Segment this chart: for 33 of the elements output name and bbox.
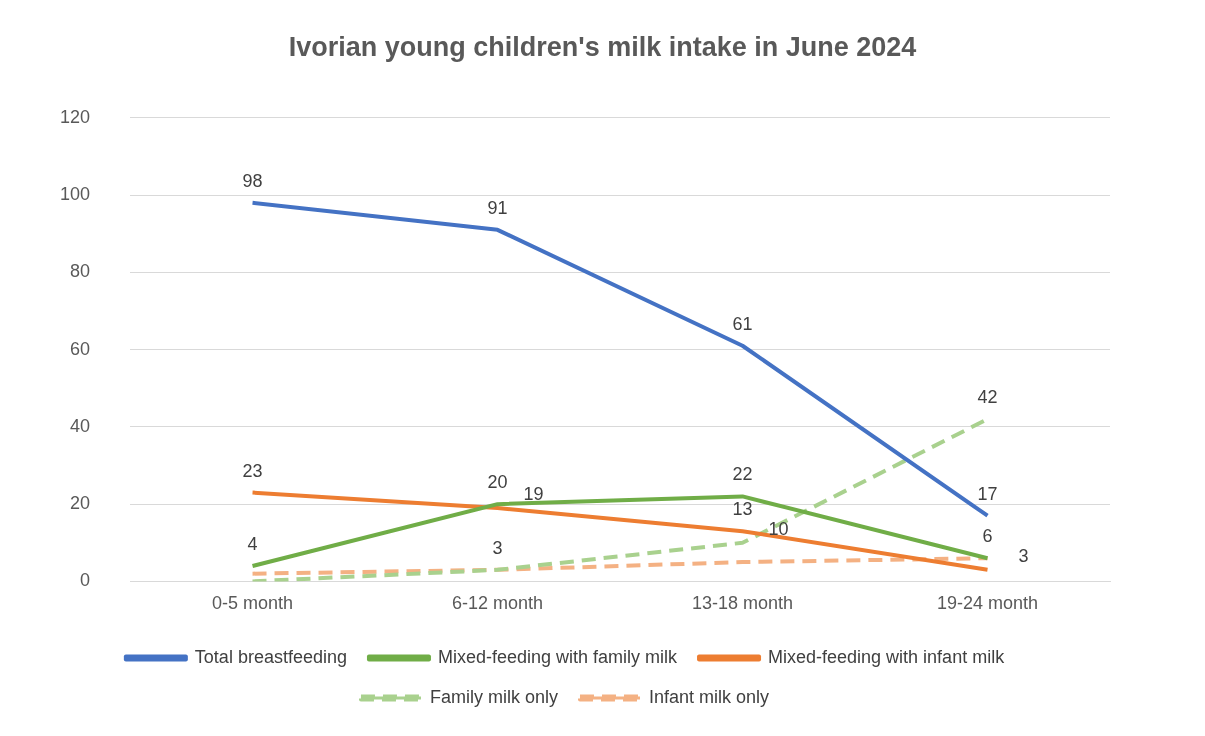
y-tick-label: 100 — [59, 184, 91, 205]
x-tick-label: 19-24 month — [936, 593, 1039, 614]
data-label: 42 — [977, 387, 998, 408]
y-tick-label: 40 — [70, 415, 91, 436]
data-label: 3 — [492, 537, 503, 558]
data-label: 91 — [487, 197, 508, 218]
data-label: 13 — [732, 499, 753, 520]
legend-label: Total breastfeeding — [194, 646, 347, 667]
data-label: 6 — [982, 526, 993, 547]
x-tick-label: 13-18 month — [691, 593, 794, 614]
x-tick-label: 6-12 month — [451, 593, 544, 614]
y-tick-label: 0 — [80, 570, 91, 591]
chart-title: Ivorian young children's milk intake in June 2024 — [287, 32, 918, 63]
data-label: 4 — [247, 533, 258, 554]
data-label: 98 — [242, 170, 263, 191]
legend-label: Family milk only — [429, 686, 558, 707]
y-tick-label: 20 — [70, 493, 91, 514]
line-series — [250, 556, 990, 576]
data-label: 61 — [732, 313, 753, 334]
x-tick-label: 0-5 month — [212, 593, 294, 614]
y-tick-label: 80 — [70, 261, 91, 282]
data-label: 20 — [487, 472, 508, 493]
data-label: 17 — [977, 483, 998, 504]
legend-label: Infant milk only — [648, 686, 770, 707]
legend-label: Mixed-feeding with family milk — [437, 646, 679, 667]
data-label: 22 — [732, 464, 753, 485]
data-label: 3 — [1018, 545, 1029, 566]
legend-label: Mixed-feeding with infant milk — [768, 646, 1006, 667]
data-label: 10 — [768, 518, 789, 539]
y-tick-label: 120 — [59, 106, 91, 127]
data-label: 23 — [242, 460, 263, 481]
y-tick-label: 60 — [70, 338, 91, 359]
data-label: 19 — [523, 483, 544, 504]
